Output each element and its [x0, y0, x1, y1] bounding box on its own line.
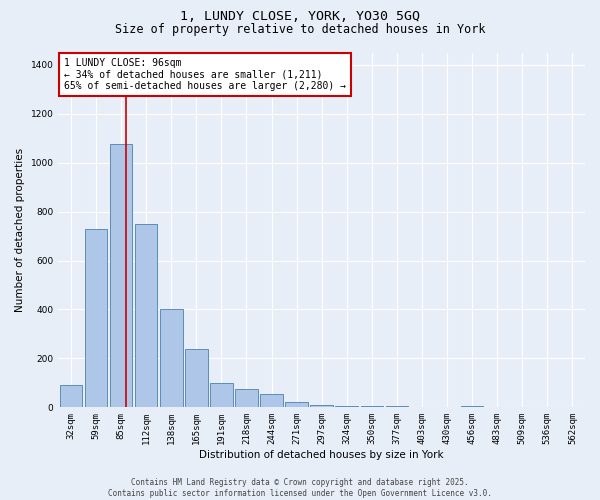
Bar — [135, 224, 157, 408]
Bar — [210, 383, 233, 407]
Text: Contains HM Land Registry data © Crown copyright and database right 2025.
Contai: Contains HM Land Registry data © Crown c… — [108, 478, 492, 498]
Text: 1 LUNDY CLOSE: 96sqm
← 34% of detached houses are smaller (1,211)
65% of semi-de: 1 LUNDY CLOSE: 96sqm ← 34% of detached h… — [64, 58, 346, 91]
X-axis label: Distribution of detached houses by size in York: Distribution of detached houses by size … — [199, 450, 444, 460]
Bar — [260, 394, 283, 407]
Bar — [310, 405, 333, 407]
Bar — [160, 310, 182, 408]
Bar — [461, 406, 484, 407]
Bar — [85, 228, 107, 408]
Bar — [386, 406, 408, 407]
Text: Size of property relative to detached houses in York: Size of property relative to detached ho… — [115, 22, 485, 36]
Bar — [286, 402, 308, 407]
Bar — [235, 389, 258, 407]
Bar — [185, 348, 208, 408]
Bar — [335, 406, 358, 407]
Bar — [59, 386, 82, 407]
Bar — [361, 406, 383, 407]
Text: 1, LUNDY CLOSE, YORK, YO30 5GQ: 1, LUNDY CLOSE, YORK, YO30 5GQ — [180, 10, 420, 23]
Bar — [110, 144, 133, 408]
Y-axis label: Number of detached properties: Number of detached properties — [15, 148, 25, 312]
